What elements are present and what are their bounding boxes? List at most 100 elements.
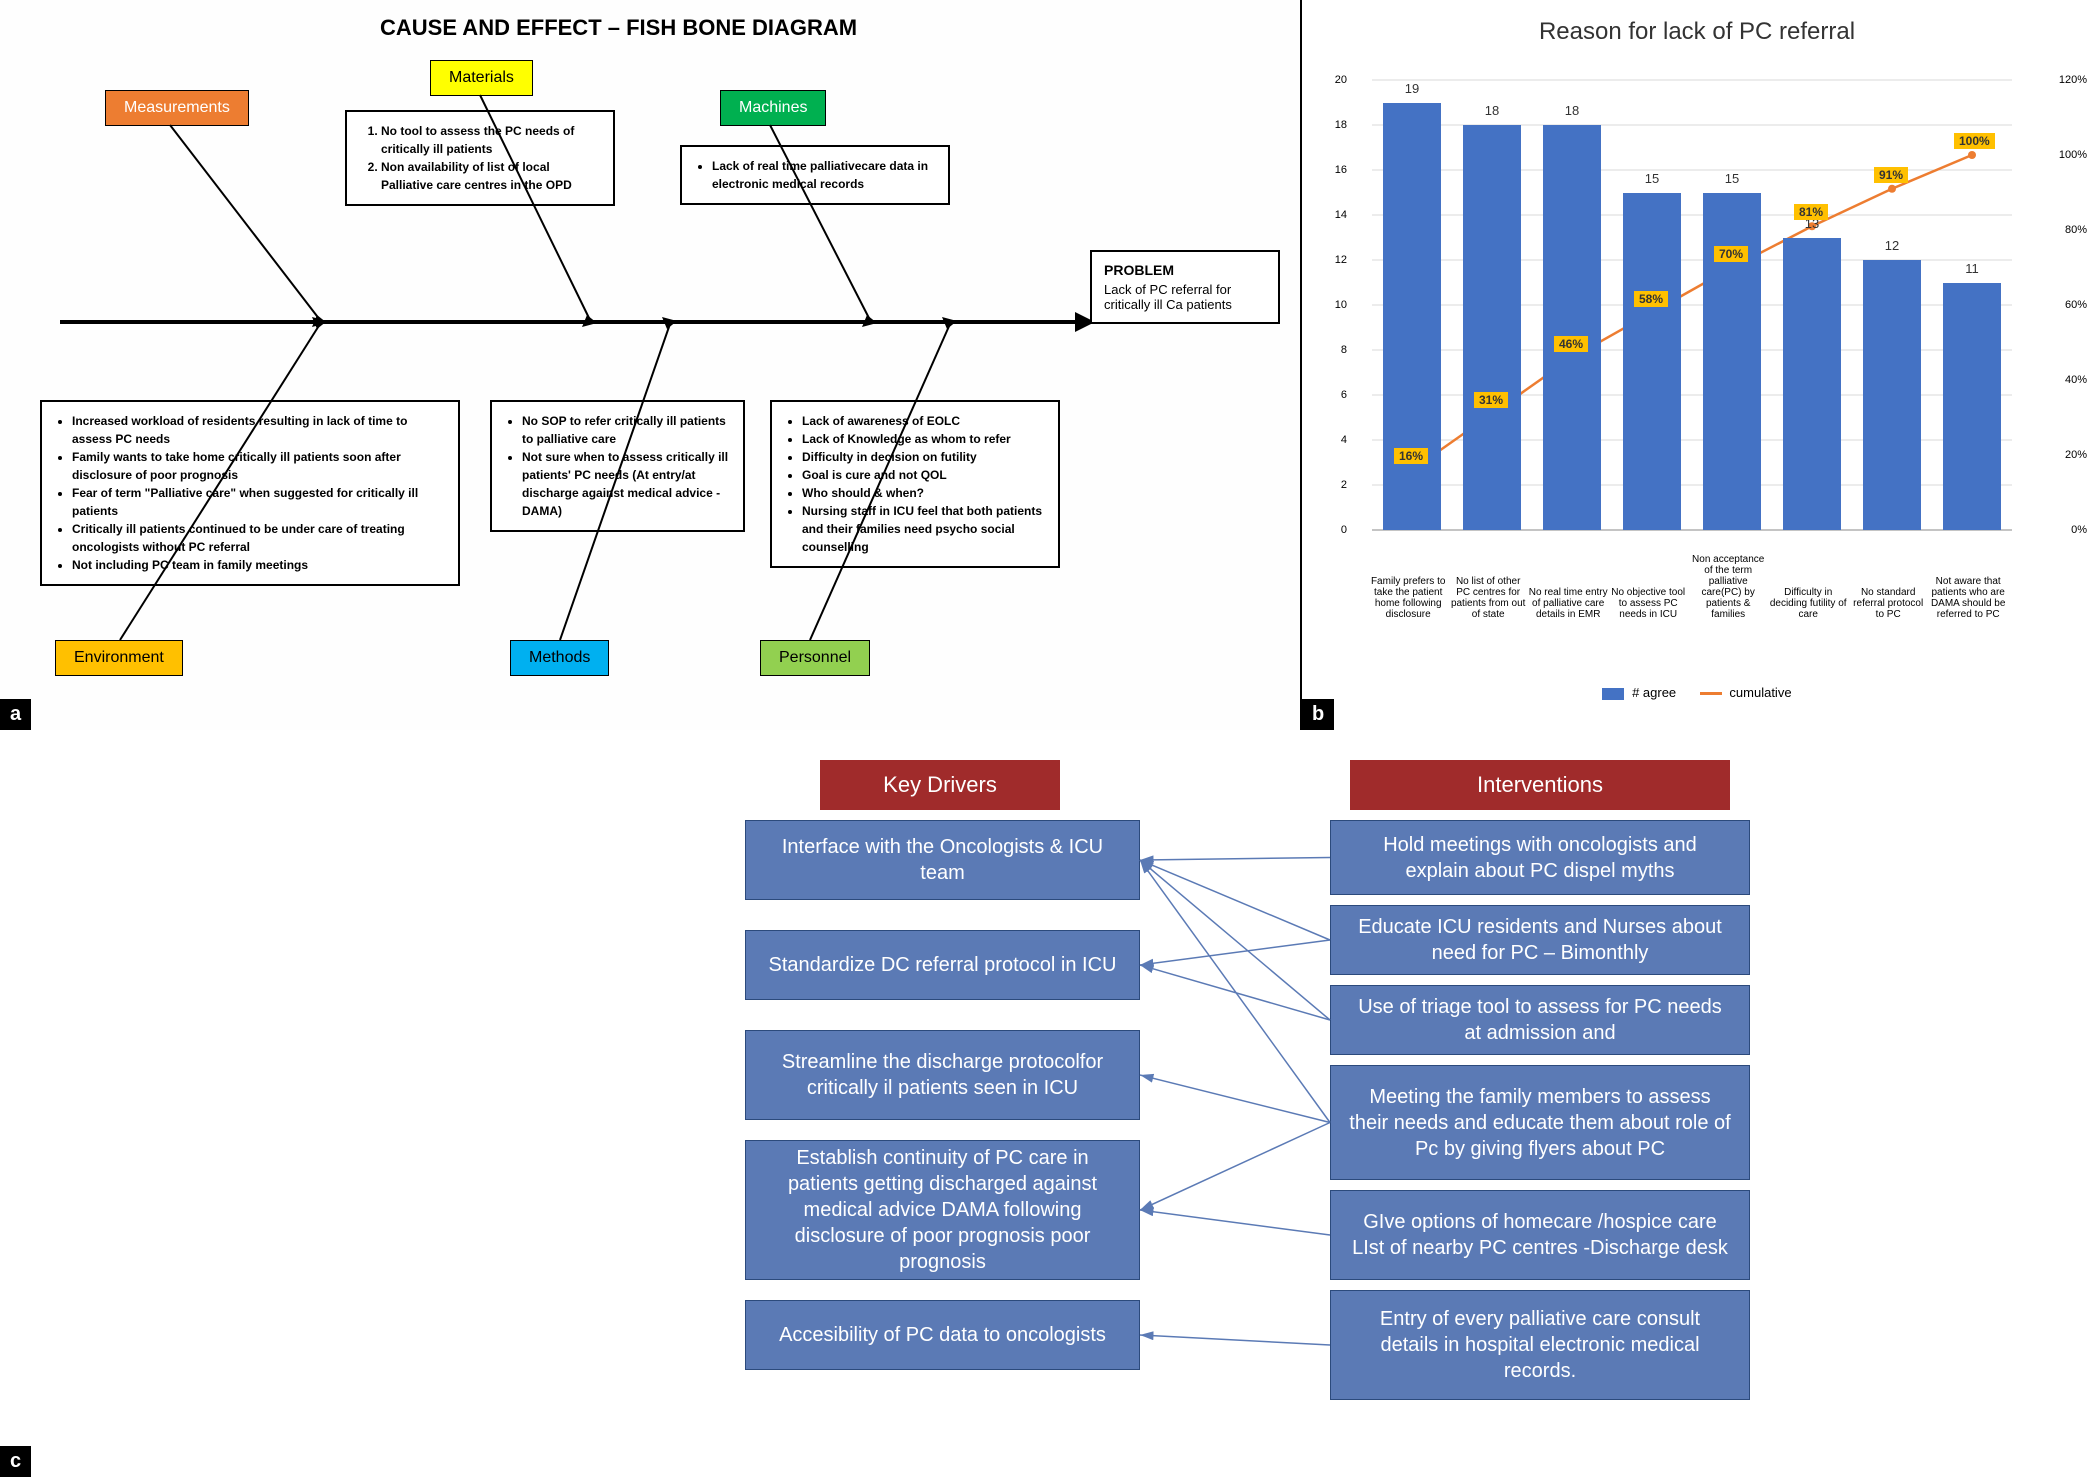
y-left-tick: 14 [1332, 209, 1347, 221]
y-left-tick: 20 [1332, 74, 1347, 86]
x-label: Non acceptance of the term palliative ca… [1688, 554, 1768, 620]
materials-box: No tool to assess the PC needs of critic… [345, 110, 615, 206]
x-label: No list of other PC centres for patients… [1448, 576, 1528, 620]
pct-label: 70% [1714, 246, 1748, 262]
pct-label: 16% [1394, 448, 1428, 464]
key-driver-box: Standardize DC referral protocol in ICU [745, 930, 1140, 1000]
panel-c-label: c [0, 1446, 31, 1477]
personnel-box: Lack of awareness of EOLCLack of Knowled… [770, 400, 1060, 568]
y-left-tick: 8 [1332, 344, 1347, 356]
key-driver-box: Streamline the discharge protocolfor cri… [745, 1030, 1140, 1120]
x-label: No real time entry of palliative care de… [1528, 587, 1608, 620]
pareto-panel: Reason for lack of PC referral 19 Family … [1300, 0, 2092, 730]
intervention-box: GIve options of homecare /hospice care L… [1330, 1190, 1750, 1280]
cause-item: Non availability of list of local Pallia… [381, 158, 601, 194]
intervention-box: Use of triage tool to assess for PC need… [1330, 985, 1750, 1055]
y-left-tick: 4 [1332, 434, 1347, 446]
y-right-tick: 60% [2065, 299, 2087, 311]
intervention-box: Educate ICU residents and Nurses about n… [1330, 905, 1750, 975]
bar-value: 12 [1863, 238, 1921, 253]
y-left-tick: 10 [1332, 299, 1347, 311]
legend-bar-label: # agree [1632, 685, 1676, 700]
intervention-box: Meeting the family members to assess the… [1330, 1065, 1750, 1180]
bar: 18 [1543, 125, 1601, 530]
y-right-tick: 40% [2065, 374, 2087, 386]
problem-heading: PROBLEM [1104, 262, 1266, 278]
legend-bar-swatch [1602, 688, 1624, 700]
bar: 15 [1703, 193, 1761, 531]
methods-box: No SOP to refer critically ill patients … [490, 400, 745, 532]
x-label: No standard referral protocol to PC [1848, 587, 1928, 620]
cause-item: Critically ill patients continued to be … [72, 520, 446, 556]
bar: 18 [1463, 125, 1521, 530]
cat-personnel: Personnel [760, 640, 870, 676]
x-label: No objective tool to assess PC needs in … [1608, 587, 1688, 620]
problem-text: Lack of PC referral for critically ill C… [1104, 282, 1266, 312]
legend-line-label: cumulative [1729, 685, 1791, 700]
cat-measurements: Measurements [105, 90, 249, 126]
panel-a-label: a [0, 699, 31, 730]
cause-item: No tool to assess the PC needs of critic… [381, 122, 601, 158]
y-left-tick: 16 [1332, 164, 1347, 176]
legend-line-swatch [1700, 692, 1722, 695]
y-left-tick: 2 [1332, 479, 1347, 491]
chart-legend: # agree cumulative [1302, 685, 2092, 700]
cat-machines: Machines [720, 90, 826, 126]
key-driver-box: Accesibility of PC data to oncologists [745, 1300, 1140, 1370]
cause-item: Increased workload of residents resultin… [72, 412, 446, 448]
y-right-tick: 120% [2059, 74, 2087, 86]
y-right-tick: 0% [2071, 524, 2087, 536]
y-right-tick: 100% [2059, 149, 2087, 161]
pct-label: 46% [1554, 336, 1588, 352]
chart-area: 19 Family prefers to take the patient hom… [1352, 70, 2052, 620]
bar-value: 18 [1463, 103, 1521, 118]
bar-value: 19 [1383, 81, 1441, 96]
intervention-box: Entry of every palliative care consult d… [1330, 1290, 1750, 1400]
bar: 12 [1863, 260, 1921, 530]
cause-item: Who should & when? [802, 484, 1046, 502]
bar-value: 15 [1703, 171, 1761, 186]
x-label: Not aware that patients who are DAMA sho… [1928, 576, 2008, 620]
panel-b-label: b [1302, 699, 1334, 730]
cause-item: Fear of term "Palliative care" when sugg… [72, 484, 446, 520]
fishbone-title: CAUSE AND EFFECT – FISH BONE DIAGRAM [380, 15, 857, 41]
pct-label: 100% [1954, 133, 1995, 149]
bar-value: 18 [1543, 103, 1601, 118]
interventions-header: Interventions [1350, 760, 1730, 810]
chart-title: Reason for lack of PC referral [1302, 18, 2092, 46]
cause-item: Nursing staff in ICU feel that both pati… [802, 502, 1046, 556]
cause-item: Not including PC team in family meetings [72, 556, 446, 574]
cause-item: Not sure when to assess critically ill p… [522, 448, 731, 520]
driver-diagram-panel: Key Drivers Interventions Interface with… [0, 730, 2092, 1477]
y-left-tick: 18 [1332, 119, 1347, 131]
cat-methods: Methods [510, 640, 609, 676]
problem-box: PROBLEM Lack of PC referral for critical… [1090, 250, 1280, 324]
bar: 11 [1943, 283, 2001, 531]
pct-label: 31% [1474, 392, 1508, 408]
cat-environment: Environment [55, 640, 183, 676]
pct-label: 81% [1794, 204, 1828, 220]
bar-value: 15 [1623, 171, 1681, 186]
cause-item: Difficulty in decision on futility [802, 448, 1046, 466]
cause-item: Family wants to take home critically ill… [72, 448, 446, 484]
cause-item: No SOP to refer critically ill patients … [522, 412, 731, 448]
machines-box: Lack of real time palliativecare data in… [680, 145, 950, 205]
bar: 15 [1623, 193, 1681, 531]
key-drivers-header: Key Drivers [820, 760, 1060, 810]
bar-value: 11 [1943, 261, 2001, 276]
fishbone-spine [60, 320, 1080, 324]
cause-item: Lack of real time palliativecare data in… [712, 157, 936, 193]
y-right-tick: 20% [2065, 449, 2087, 461]
cause-item: Goal is cure and not QOL [802, 466, 1046, 484]
cause-item: Lack of Knowledge as whom to refer [802, 430, 1046, 448]
environment-box: Increased workload of residents resultin… [40, 400, 460, 586]
cat-materials: Materials [430, 60, 533, 96]
y-left-tick: 12 [1332, 254, 1347, 266]
pct-label: 91% [1874, 167, 1908, 183]
x-label: Difficulty in deciding futility of care [1768, 587, 1848, 620]
y-right-tick: 80% [2065, 224, 2087, 236]
y-left-tick: 0 [1332, 524, 1347, 536]
cause-item: Lack of awareness of EOLC [802, 412, 1046, 430]
key-driver-box: Establish continuity of PC care in patie… [745, 1140, 1140, 1280]
x-label: Family prefers to take the patient home … [1368, 576, 1448, 620]
